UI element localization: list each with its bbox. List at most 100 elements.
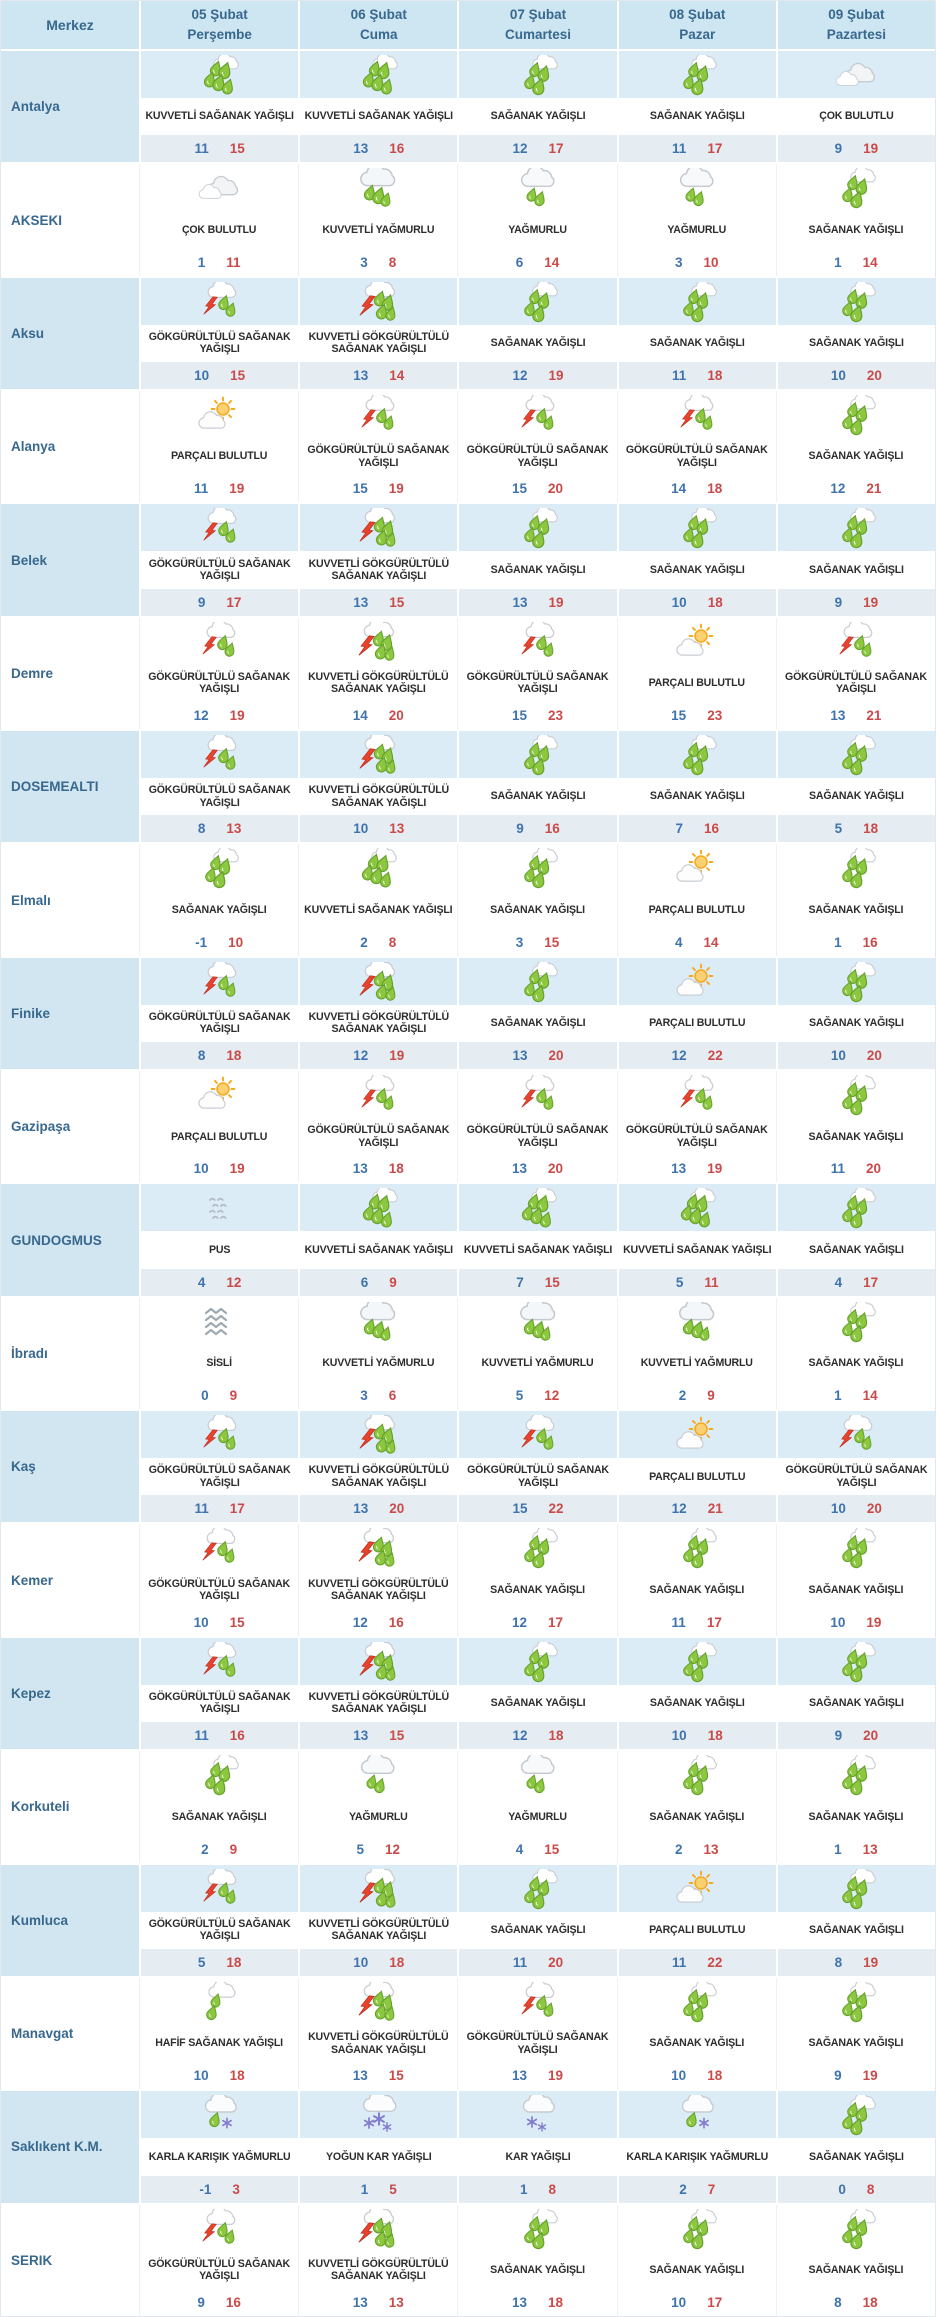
forecast-cell: KUVVETLİ YAĞMURLU 5 12 bbox=[457, 1297, 617, 1410]
min-temperature: 14 bbox=[671, 481, 687, 497]
weather-description: SAĞANAK YAĞIŞLI bbox=[809, 563, 904, 576]
description-band: KARLA KARIŞIK YAĞMURLU bbox=[618, 2138, 776, 2176]
description-band: SAĞANAK YAĞIŞLI bbox=[458, 891, 617, 929]
weather-description: SAĞANAK YAĞIŞLI bbox=[649, 563, 745, 576]
icon-band bbox=[458, 2205, 616, 2252]
icon-band bbox=[618, 844, 776, 891]
max-temperature: 20 bbox=[863, 1728, 879, 1744]
weather-description: SAĞANAK YAĞIŞLI bbox=[809, 1243, 904, 1256]
forecast-cell: GÖKGÜRÜLTÜLÜ SAĞANAK YAĞIŞLI 9 17 bbox=[139, 504, 299, 616]
min-temperature: 11 bbox=[672, 368, 687, 384]
kuvvetli-saganak-icon bbox=[515, 1187, 561, 1231]
max-temperature: 18 bbox=[707, 368, 723, 384]
temperature-band: 9 19 bbox=[777, 135, 936, 163]
city-name: AKSEKI bbox=[1, 164, 139, 276]
forecast-cell: YAĞMURLU 6 14 bbox=[457, 164, 617, 276]
weather-description: YAĞMURLU bbox=[508, 1810, 567, 1823]
forecast-cell: YAĞMURLU 3 10 bbox=[616, 164, 776, 276]
description-band: KUVVETLİ YAĞMURLU bbox=[458, 1344, 617, 1383]
weather-description: SAĞANAK YAĞIŞLI bbox=[649, 337, 745, 350]
max-temperature: 19 bbox=[863, 141, 879, 157]
min-temperature: 10 bbox=[353, 821, 369, 837]
forecast-cell: GÖKGÜRÜLTÜLÜ SAĞANAK YAĞIŞLI 15 20 bbox=[457, 391, 617, 503]
max-temperature: 15 bbox=[544, 1841, 560, 1857]
city-name: SERIK bbox=[1, 2204, 139, 2316]
temperature-band: 10 18 bbox=[300, 1948, 458, 1976]
weather-description: YOĞUN KAR YAĞIŞLI bbox=[326, 2150, 432, 2163]
temperature-band: 13 15 bbox=[300, 588, 458, 616]
temperature-band: 5 12 bbox=[458, 1382, 616, 1409]
icon-band bbox=[140, 1298, 298, 1345]
icon-band bbox=[141, 51, 299, 98]
temperature-band: 12 17 bbox=[458, 1609, 616, 1636]
min-temperature: 13 bbox=[511, 1161, 527, 1177]
kuvvetli-saganak-icon bbox=[356, 54, 402, 98]
day-header-weekday: Perşembe bbox=[187, 27, 252, 42]
weather-description: SAĞANAK YAĞIŞLI bbox=[171, 1810, 267, 1823]
max-temperature: 14 bbox=[544, 254, 560, 270]
saganak-icon bbox=[515, 54, 561, 98]
min-temperature: 11 bbox=[671, 1614, 686, 1630]
icon-band bbox=[618, 277, 776, 325]
temperature-band: 9 16 bbox=[459, 815, 617, 843]
weather-description: SAĞANAK YAĞIŞLI bbox=[808, 2037, 904, 2050]
weather-description: KUVVETLİ YAĞMURLU bbox=[481, 1357, 594, 1370]
forecast-cell: PARÇALI BULUTLU 15 23 bbox=[616, 617, 776, 730]
min-temperature: 9 bbox=[834, 141, 843, 157]
kuvvetli-saganak-icon bbox=[356, 1187, 402, 1231]
weather-description: GÖKGÜRÜLTÜLÜ SAĞANAK YAĞIŞLI bbox=[466, 1124, 609, 1149]
description-band: YAĞMURLU bbox=[299, 1798, 458, 1836]
temperature-band: 5 11 bbox=[618, 1268, 776, 1296]
icon-band bbox=[459, 1184, 617, 1232]
temperature-band: 2 13 bbox=[618, 1836, 776, 1863]
cok-bulutlu-icon bbox=[833, 54, 879, 98]
max-temperature: 19 bbox=[862, 2068, 878, 2084]
max-temperature: 16 bbox=[389, 141, 405, 157]
icon-band bbox=[299, 1298, 457, 1345]
temperature-band: 13 20 bbox=[458, 1155, 616, 1182]
forecast-cell: SAĞANAK YAĞIŞLI 1 16 bbox=[775, 844, 936, 956]
forecast-cell: GÖKGÜRÜLTÜLÜ SAĞANAK YAĞIŞLI 11 17 bbox=[139, 1411, 299, 1523]
gok-saganak-icon bbox=[515, 394, 561, 438]
min-temperature: 10 bbox=[671, 594, 687, 610]
forecast-cell: PUS 4 12 bbox=[139, 1184, 299, 1296]
forecast-cell: KUVVETLİ GÖKGÜRÜLTÜLÜ SAĞANAK YAĞIŞLI 10… bbox=[298, 1864, 458, 1976]
weather-description: HAFİF SAĞANAK YAĞIŞLI bbox=[155, 2037, 283, 2050]
min-temperature: 13 bbox=[671, 1161, 687, 1177]
icon-band bbox=[618, 1298, 776, 1345]
kuvvetli-saganak-icon bbox=[674, 1187, 720, 1231]
icon-band bbox=[777, 618, 935, 665]
temperature-band: 12 19 bbox=[459, 362, 617, 390]
forecast-cell: GÖKGÜRÜLTÜLÜ SAĞANAK YAĞIŞLI 5 18 bbox=[139, 1864, 299, 1976]
gok-saganak-icon bbox=[515, 1414, 561, 1458]
min-temperature: 12 bbox=[512, 368, 528, 384]
temperature-band: 1 11 bbox=[140, 249, 298, 276]
icon-band bbox=[299, 1524, 457, 1571]
icon-band bbox=[777, 164, 935, 211]
weather-description: KAR YAĞIŞLI bbox=[505, 2150, 571, 2163]
description-band: SAĞANAK YAĞIŞLI bbox=[777, 1911, 936, 1949]
weather-description: GÖKGÜRÜLTÜLÜ SAĞANAK YAĞIŞLI bbox=[148, 1577, 290, 1603]
forecast-cell: SAĞANAK YAĞIŞLI 11 20 bbox=[457, 1864, 617, 1976]
temperature-band: 9 19 bbox=[777, 2062, 935, 2089]
kuvvetli-gok-saganak-icon bbox=[356, 1868, 402, 1912]
temperature-band: 12 19 bbox=[300, 1042, 458, 1070]
saganak-icon bbox=[833, 167, 879, 211]
gok-saganak-icon bbox=[196, 1527, 242, 1571]
temperature-band: 15 19 bbox=[299, 475, 457, 502]
city-name: Kemer bbox=[1, 1524, 139, 1636]
icon-band bbox=[141, 1637, 299, 1685]
weather-description: SAĞANAK YAĞIŞLI bbox=[808, 2263, 904, 2276]
icon-band bbox=[300, 51, 458, 98]
max-temperature: 15 bbox=[544, 1274, 560, 1290]
forecast-cell: GÖKGÜRÜLTÜLÜ SAĞANAK YAĞIŞLI 14 18 bbox=[616, 391, 776, 503]
min-temperature: 9 bbox=[197, 594, 206, 610]
max-temperature: 17 bbox=[706, 1614, 722, 1630]
max-temperature: 22 bbox=[707, 1954, 723, 1970]
forecast-cell: PARÇALI BULUTLU 12 22 bbox=[616, 957, 776, 1070]
max-temperature: 15 bbox=[229, 1614, 245, 1630]
description-band: KUVVETLİ SAĞANAK YAĞIŞLI bbox=[300, 1231, 458, 1269]
weather-description: KUVVETLİ GÖKGÜRÜLTÜLÜ SAĞANAK YAĞIŞLI bbox=[308, 1577, 449, 1603]
max-temperature: 14 bbox=[862, 1388, 878, 1404]
weather-description: SAĞANAK YAĞIŞLI bbox=[649, 2263, 745, 2276]
